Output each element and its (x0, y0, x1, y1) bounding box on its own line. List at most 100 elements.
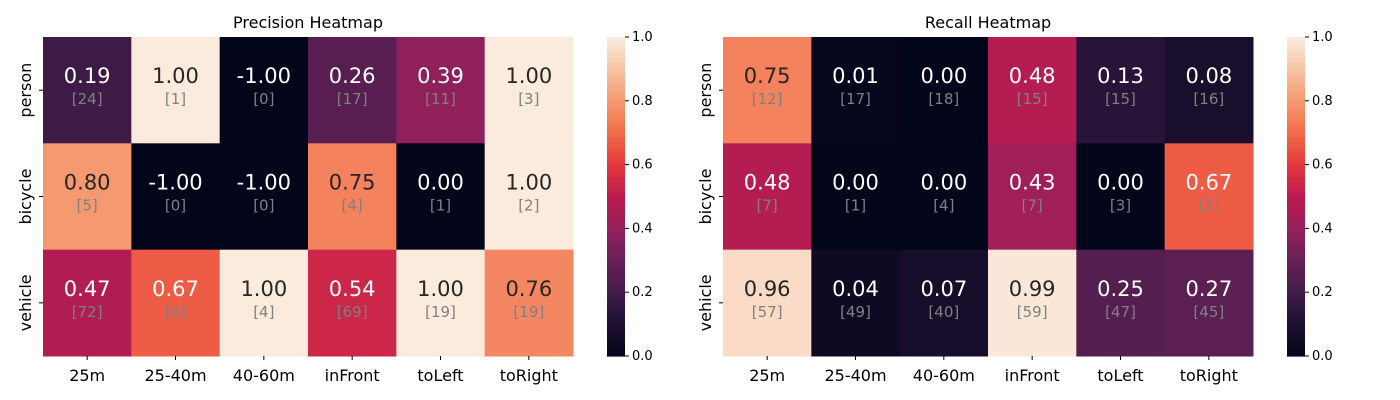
chart-title: Recall Heatmap (925, 13, 1051, 32)
cell-count-label: [69] (337, 303, 368, 321)
colorbar-tick-label: 0.0 (632, 349, 653, 364)
colorbar-segment (1287, 91, 1305, 98)
colorbar-segment (607, 66, 625, 73)
cell-value-label: 0.00 (417, 171, 464, 195)
colorbar-segment (607, 321, 625, 327)
colorbar-segment (607, 296, 625, 302)
y-tick-label: vehicle (696, 274, 715, 331)
colorbar-segment (1287, 196, 1305, 203)
cell-value-label: 0.39 (417, 64, 464, 88)
y-tick-label: bicycle (696, 169, 715, 225)
cell-count-label: [24] (72, 90, 103, 108)
x-tick-label: 40-60m (233, 366, 295, 385)
x-tick-label: toLeft (417, 366, 463, 385)
colorbar: 0.0 0.2 0.4 0.6 0.8 1.0 (1287, 30, 1333, 364)
colorbar-segment (1287, 156, 1305, 163)
colorbar-segment (1287, 141, 1305, 148)
colorbar-segment (1287, 221, 1305, 228)
cell-value-label: 0.76 (505, 277, 552, 301)
colorbar-segment (1287, 176, 1305, 183)
cell-value-label: 1.00 (505, 64, 552, 88)
colorbar-segment (607, 241, 625, 247)
heatmap-cell (723, 37, 812, 144)
colorbar-segment (1287, 206, 1305, 213)
heatmap-cell (988, 37, 1077, 144)
cell-count-label: [4] (253, 303, 274, 321)
colorbar-segment (1287, 256, 1305, 262)
heatmap-cell (396, 249, 486, 357)
colorbar-tick-label: 1.0 (632, 30, 653, 45)
colorbar: 0.0 0.2 0.4 0.6 0.8 1.0 (607, 30, 653, 364)
heatmap-panel-1: Precision Heatmap 0.19 [24] 1.00 [1] -1.00 [0]… (16, 13, 653, 385)
y-tick-label: vehicle (16, 274, 35, 331)
colorbar-segment (607, 226, 625, 232)
colorbar-segment (1287, 341, 1305, 347)
colorbar-segment (607, 56, 625, 63)
colorbar-tick-label: 0.8 (1312, 94, 1333, 109)
heatmap-cell (723, 249, 812, 357)
cell-count-label: [2] (518, 197, 539, 215)
cell-value-label: 0.47 (64, 277, 111, 301)
colorbar-segment (607, 91, 625, 98)
colorbar-segment (607, 316, 625, 322)
cell-value-label: 0.75 (329, 171, 376, 195)
heatmap-cell (811, 37, 901, 144)
cell-value-label: 0.19 (64, 64, 111, 88)
cell-count-label: [18] (928, 90, 959, 108)
cell-count-label: [47] (1105, 303, 1136, 321)
colorbar-segment (1287, 61, 1305, 68)
colorbar-segment (607, 211, 625, 218)
colorbar-segment (1287, 351, 1305, 357)
cell-count-label: [7] (1022, 197, 1043, 215)
cell-value-label: -1.00 (237, 171, 291, 195)
colorbar-segment (1287, 301, 1305, 307)
cell-count-label: [5] (77, 197, 98, 215)
heatmap-cell (1076, 37, 1166, 144)
heatmap-cell (484, 249, 574, 357)
colorbar-segment (1287, 121, 1305, 128)
colorbar-segment (607, 161, 625, 168)
colorbar-segment (1287, 336, 1305, 342)
cell-count-label: [0] (165, 197, 186, 215)
heatmap-cell (723, 143, 812, 251)
cell-count-label: [19] (513, 303, 544, 321)
cell-value-label: 0.26 (329, 64, 376, 88)
heatmap-cell (811, 249, 901, 357)
cell-count-label: [16] (1193, 90, 1224, 108)
colorbar-segment (1287, 46, 1305, 53)
colorbar-segment (607, 346, 625, 352)
colorbar-segment (607, 151, 625, 158)
y-tick-label: person (16, 63, 35, 118)
cell-value-label: -1.00 (237, 64, 291, 88)
cell-value-label: 1.00 (152, 64, 199, 88)
colorbar-segment (607, 126, 625, 133)
cell-count-label: [40] (928, 303, 959, 321)
colorbar-segment (1287, 216, 1305, 223)
colorbar-segment (607, 141, 625, 148)
cell-count-label: [3] (518, 90, 539, 108)
colorbar-segment (607, 76, 625, 83)
colorbar-segment (1287, 186, 1305, 193)
colorbar-segment (1287, 281, 1305, 287)
colorbar-tick-label: 0.6 (632, 158, 653, 173)
cell-count-label: [6] (165, 303, 186, 321)
colorbar-segment (1287, 71, 1305, 78)
colorbar-segment (607, 186, 625, 193)
heatmap-cell (811, 143, 901, 251)
heatmap-cell (988, 143, 1077, 251)
colorbar-segment (1287, 151, 1305, 158)
colorbar-segment (607, 286, 625, 292)
cell-count-label: [72] (72, 303, 103, 321)
heatmap-panel-2: Recall Heatmap 0.75 [12] 0.01 [17] 0.00 [18] 0.… (696, 13, 1333, 385)
colorbar-segment (607, 116, 625, 123)
colorbar-segment (1287, 41, 1305, 48)
colorbar-segment (607, 61, 625, 68)
y-tick-label: person (696, 63, 715, 118)
cell-value-label: 0.13 (1097, 64, 1144, 88)
cell-count-label: [7] (757, 197, 778, 215)
heatmap-cell (396, 143, 486, 251)
colorbar-segment (607, 71, 625, 78)
colorbar-tick-label: 0.4 (632, 221, 653, 236)
colorbar-segment (607, 266, 625, 272)
heatmap-cell (43, 37, 132, 144)
